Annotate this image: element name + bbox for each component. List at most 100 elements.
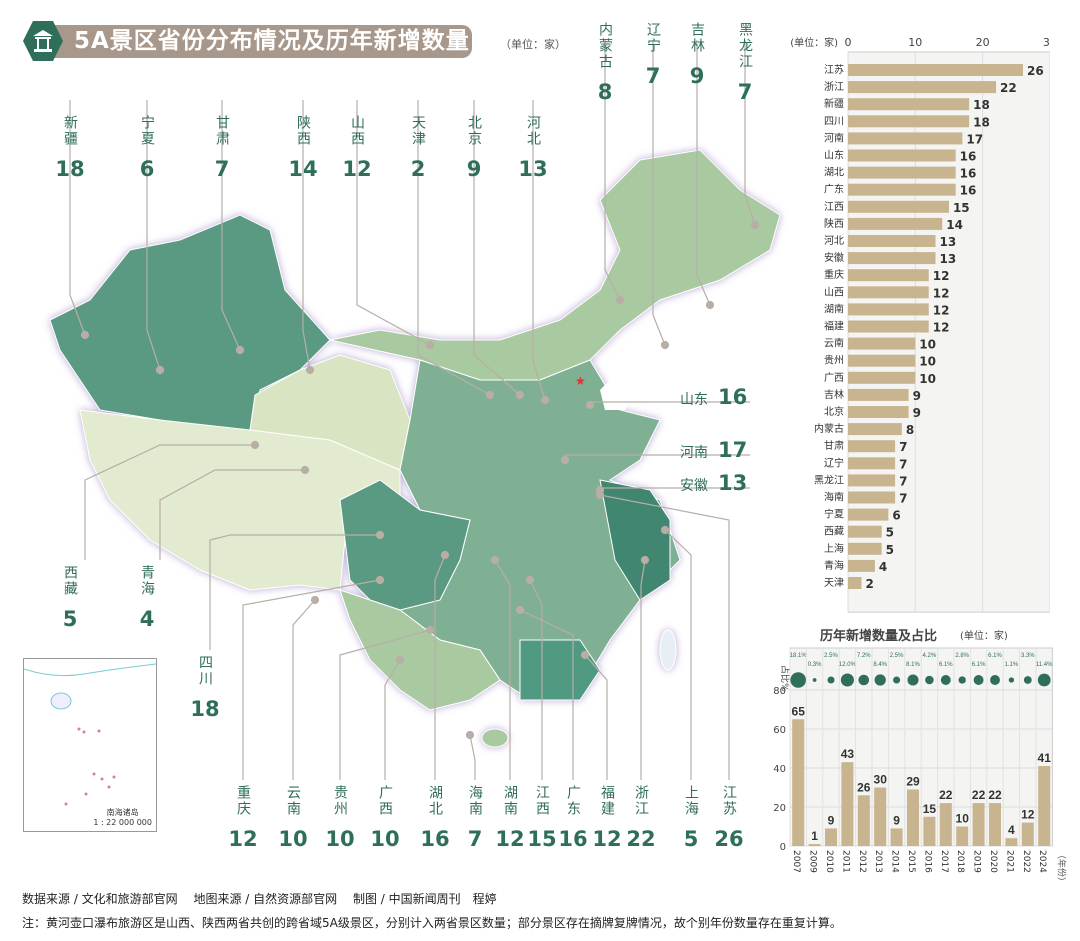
province-count: 10 <box>370 827 400 851</box>
data-label: 2 <box>865 577 873 591</box>
category-label: 辽宁 <box>824 456 844 469</box>
province-name: 重庆 <box>235 785 251 817</box>
data-label: 9 <box>893 813 900 827</box>
province-name: 湖北 <box>427 785 443 817</box>
footer-sources: 数据来源 / 文化和旅游部官网 地图来源 / 自然资源部官网 制图 / 中国新闻… <box>22 892 497 906</box>
category-label: 陕西 <box>824 217 844 230</box>
province-dot <box>300 465 310 475</box>
province-count: 7 <box>467 827 483 851</box>
data-label: 30 <box>874 773 888 787</box>
bar <box>848 577 862 589</box>
data-label: 22 <box>939 788 953 802</box>
province-name: 陕西 <box>295 115 311 147</box>
province-label: 河南 17 <box>680 438 747 462</box>
province-dot <box>250 440 260 450</box>
province-count: 12 <box>592 827 622 851</box>
data-label: 17 <box>966 132 983 146</box>
data-label: 9 <box>913 389 921 403</box>
province-dot <box>515 605 525 615</box>
province-label: 北京 9 <box>459 115 489 181</box>
bar <box>848 542 882 555</box>
data-label: 12 <box>1021 808 1035 822</box>
province-count: 15 <box>527 827 557 851</box>
leader-line <box>532 100 546 401</box>
south-china-sea-inset: 南海诸岛 1 : 22 000 000 <box>23 658 157 832</box>
category-label: 上海 <box>824 542 844 555</box>
province-name: 云南 <box>285 785 301 817</box>
province-count: 16 <box>558 827 588 851</box>
bar <box>989 803 1001 846</box>
inset-scale: 1 : 22 000 000 <box>93 818 152 827</box>
share-label: 6.1% <box>939 662 953 668</box>
x-tick-label: 30 <box>1043 36 1050 49</box>
province-name: 山西 <box>349 115 365 147</box>
share-bubble <box>893 676 901 684</box>
province-count: 26 <box>714 827 744 851</box>
share-bubble <box>1023 676 1032 684</box>
share-bubble <box>1037 673 1051 687</box>
category-label: 广东 <box>824 183 844 196</box>
leader-line <box>146 100 161 371</box>
share-label: 7.2% <box>857 653 871 659</box>
data-label: 1 <box>811 829 818 843</box>
x-tick-label: 2011 <box>840 850 850 873</box>
bar <box>848 525 882 538</box>
province-dot <box>375 530 385 540</box>
share-bubble <box>1008 677 1015 683</box>
inset-map <box>23 663 157 806</box>
province-dot <box>660 340 670 350</box>
province-dot <box>705 300 715 310</box>
bar <box>848 235 936 247</box>
data-label: 12 <box>933 286 950 300</box>
category-label: 贵州 <box>824 354 844 367</box>
data-label: 15 <box>953 201 970 215</box>
province-count: 18 <box>190 697 220 721</box>
share-bubble <box>790 672 807 688</box>
province-dot <box>750 220 760 230</box>
data-label: 5 <box>886 543 894 557</box>
province-count: 9 <box>689 64 705 88</box>
province-label: 浙江 22 <box>626 785 656 851</box>
bar <box>1005 838 1018 846</box>
province-count: 6 <box>139 157 155 181</box>
bar <box>848 406 909 418</box>
province-label: 甘肃 7 <box>207 115 237 181</box>
province-dot <box>515 390 525 400</box>
bar <box>972 803 985 846</box>
share-bubble <box>925 675 934 685</box>
province-label: 辽宁 7 <box>638 22 668 88</box>
category-label: 山东 <box>824 149 844 162</box>
province-dot <box>80 330 90 340</box>
province-count: 4 <box>139 607 155 631</box>
province-label: 贵州 10 <box>325 785 355 851</box>
bar <box>848 371 916 384</box>
data-label: 29 <box>906 774 920 788</box>
leader-line <box>356 100 431 346</box>
data-label: 14 <box>946 218 963 232</box>
data-label: 10 <box>919 355 936 369</box>
data-label: 7 <box>899 492 907 506</box>
x-tick-label: 2009 <box>808 850 818 873</box>
data-label: 7 <box>899 440 907 454</box>
province-label: 重庆 12 <box>228 785 258 851</box>
bar <box>848 183 956 196</box>
province-dot <box>485 390 495 400</box>
x-tick-label: 2016 <box>922 850 932 873</box>
leader-line <box>209 534 380 650</box>
province-name: 天津 <box>410 115 426 147</box>
share-label: 1.1% <box>1005 662 1019 668</box>
province-name: 内蒙古 <box>597 22 613 70</box>
data-label: 22 <box>1000 81 1017 95</box>
province-label: 河北 13 <box>518 115 548 181</box>
province-count: 7 <box>214 157 230 181</box>
data-label: 8 <box>906 423 914 437</box>
bar <box>848 491 896 504</box>
category-label: 湖北 <box>824 167 844 179</box>
data-label: 16 <box>960 167 977 181</box>
province-dot <box>640 555 650 565</box>
province-dot <box>525 575 535 585</box>
leader-line <box>84 444 255 560</box>
share-bubble <box>827 676 835 684</box>
leader-line <box>584 654 608 780</box>
x-tick-label: 2015 <box>906 850 916 873</box>
